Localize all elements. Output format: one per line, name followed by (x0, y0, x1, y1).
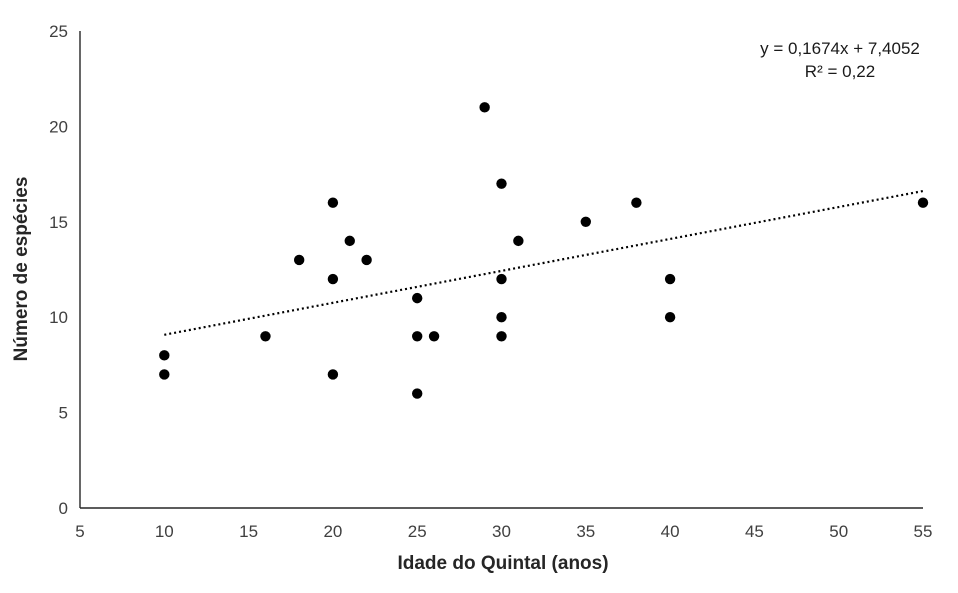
y-tick-label: 20 (49, 117, 68, 136)
x-tick-label: 50 (829, 522, 848, 541)
r-squared-label: R² = 0,22 (805, 62, 875, 81)
data-point (631, 197, 642, 208)
data-point (496, 273, 507, 285)
data-point (664, 273, 676, 285)
data-point (479, 102, 490, 113)
y-tick-label: 10 (49, 308, 68, 327)
data-point (664, 312, 676, 323)
x-tick-label: 25 (408, 522, 427, 541)
x-tick-label: 55 (914, 522, 933, 541)
x-axis-ticks: 5 10 15 20 25 30 35 40 45 50 55 (75, 522, 932, 541)
data-point (159, 350, 170, 361)
y-tick-label: 25 (49, 22, 68, 41)
x-tick-label: 35 (576, 522, 595, 541)
data-point (293, 254, 305, 266)
y-tick-label: 5 (59, 404, 68, 423)
x-tick-label: 45 (745, 522, 764, 541)
data-point (412, 292, 423, 304)
data-point (412, 388, 423, 399)
x-tick-label: 20 (323, 522, 342, 541)
trendline (164, 189, 924, 336)
data-point (327, 273, 339, 285)
data-point (260, 331, 271, 342)
y-axis-ticks: 0 5 10 15 20 25 (49, 22, 68, 518)
data-point (344, 235, 355, 247)
x-tick-label: 30 (492, 522, 511, 541)
data-point (580, 216, 591, 227)
data-point (159, 369, 170, 380)
data-point (917, 197, 929, 208)
data-point (496, 178, 507, 189)
data-point (327, 369, 339, 380)
regression-equation: y = 0,1674x + 7,4052 (760, 39, 920, 58)
x-tick-label: 5 (75, 522, 84, 541)
x-axis-title: Idade do Quintal (anos) (397, 553, 608, 574)
data-point (412, 331, 423, 342)
x-tick-label: 15 (239, 522, 258, 541)
data-point (327, 197, 339, 208)
y-tick-label: 15 (49, 213, 68, 232)
data-point (496, 331, 507, 342)
data-point (496, 312, 507, 323)
y-axis-title: Número de espécies (11, 177, 32, 362)
data-point (361, 254, 372, 266)
data-points (159, 102, 929, 399)
y-tick-label: 0 (59, 499, 68, 518)
x-tick-label: 10 (155, 522, 174, 541)
data-point (428, 331, 440, 342)
x-tick-label: 40 (661, 522, 680, 541)
data-point (513, 235, 524, 247)
